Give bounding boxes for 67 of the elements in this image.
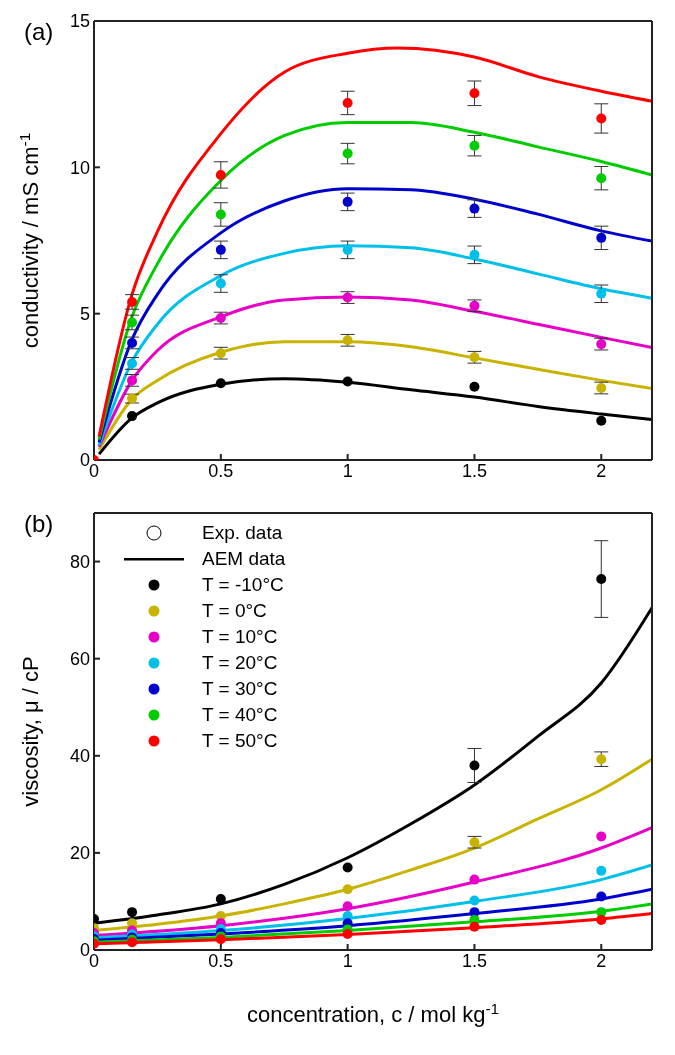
line-series (97, 46, 652, 439)
annotation: Exp. data (202, 521, 283, 545)
point (469, 874, 480, 885)
y-tick-label: 60 (69, 649, 90, 670)
point (596, 288, 607, 299)
point (596, 865, 607, 876)
legend-label: T = -10°C (202, 573, 284, 597)
point (469, 203, 480, 214)
x-tick-label: 0.5 (208, 460, 234, 481)
point (342, 148, 353, 159)
legend-label: T = 0°C (202, 599, 267, 623)
y-tick-label: 15 (69, 11, 90, 32)
x-tick-label: 0.5 (208, 950, 234, 971)
legend-label: T = 20°C (202, 651, 278, 675)
legend-label: T = 40°C (202, 703, 278, 727)
point (342, 244, 353, 255)
point (596, 113, 607, 124)
point (596, 232, 607, 243)
point (469, 895, 480, 906)
y-tick-label: 80 (69, 551, 90, 572)
x-tick-label: 2 (596, 950, 607, 971)
point (342, 928, 353, 939)
point (596, 574, 607, 585)
legend-label: T = 30°C (202, 677, 278, 701)
point (469, 249, 480, 260)
x-axis-title: concentration, c / mol kg$^{-1}$ (246, 999, 500, 1027)
point (596, 831, 607, 842)
point (342, 196, 353, 207)
point (469, 88, 480, 99)
point (342, 901, 353, 912)
line-series (97, 121, 652, 442)
point (215, 169, 226, 180)
legend-label: T = 50°C (202, 729, 278, 753)
x-tick-label: 2 (596, 460, 607, 481)
chart-title: (b) (24, 510, 54, 538)
line-series (97, 187, 652, 444)
point (596, 891, 607, 902)
point (469, 140, 480, 151)
point (596, 415, 607, 426)
point (127, 907, 138, 918)
y-tick-label: 20 (69, 843, 90, 864)
x-tick-label: 1.5 (461, 460, 487, 481)
point (342, 884, 353, 895)
point (342, 862, 353, 873)
y-tick-label: 40 (69, 746, 90, 767)
point (342, 97, 353, 108)
point (596, 173, 607, 184)
point (215, 209, 226, 220)
line-series (97, 244, 652, 447)
legend-label: T = 10°C (202, 625, 278, 649)
x-tick-label: 1 (342, 950, 353, 971)
point (469, 381, 480, 392)
chart-title: (a) (24, 18, 54, 46)
x-tick-label: 1 (342, 460, 353, 481)
x-tick-label: 1.5 (461, 950, 487, 971)
point (127, 411, 138, 422)
y-axis-title: viscosity, μ / cP (18, 656, 43, 807)
point (215, 378, 226, 389)
point (215, 278, 226, 289)
point (215, 244, 226, 255)
point (469, 760, 480, 771)
y-tick-label: 5 (79, 304, 90, 325)
annotation: AEM data (202, 547, 286, 571)
y-tick-label: 10 (69, 157, 90, 178)
point (342, 376, 353, 387)
point (469, 921, 480, 932)
point (596, 914, 607, 925)
